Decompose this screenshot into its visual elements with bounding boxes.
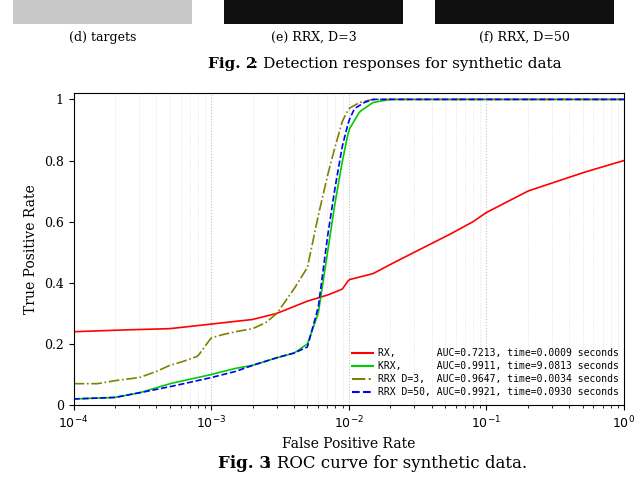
Bar bbox=[224, 0, 403, 25]
Text: (d) targets: (d) targets bbox=[68, 31, 136, 44]
Y-axis label: True Positive Rate: True Positive Rate bbox=[24, 184, 38, 314]
Bar bbox=[13, 0, 192, 25]
Text: (f) RRX, D=50: (f) RRX, D=50 bbox=[479, 31, 570, 44]
X-axis label: False Positive Rate: False Positive Rate bbox=[282, 437, 415, 451]
Text: Fig. 2: Fig. 2 bbox=[208, 57, 257, 71]
Text: : Detection responses for synthetic data: : Detection responses for synthetic data bbox=[253, 57, 561, 71]
Legend: RX,       AUC=0.7213, time=0.0009 seconds, KRX,      AUC=0.9911, time=9.0813 sec: RX, AUC=0.7213, time=0.0009 seconds, KRX… bbox=[352, 348, 619, 397]
Bar bbox=[435, 0, 614, 25]
Text: Fig. 3: Fig. 3 bbox=[218, 456, 271, 472]
Text: : ROC curve for synthetic data.: : ROC curve for synthetic data. bbox=[266, 456, 527, 472]
Text: (e) RRX, D=3: (e) RRX, D=3 bbox=[271, 31, 356, 44]
